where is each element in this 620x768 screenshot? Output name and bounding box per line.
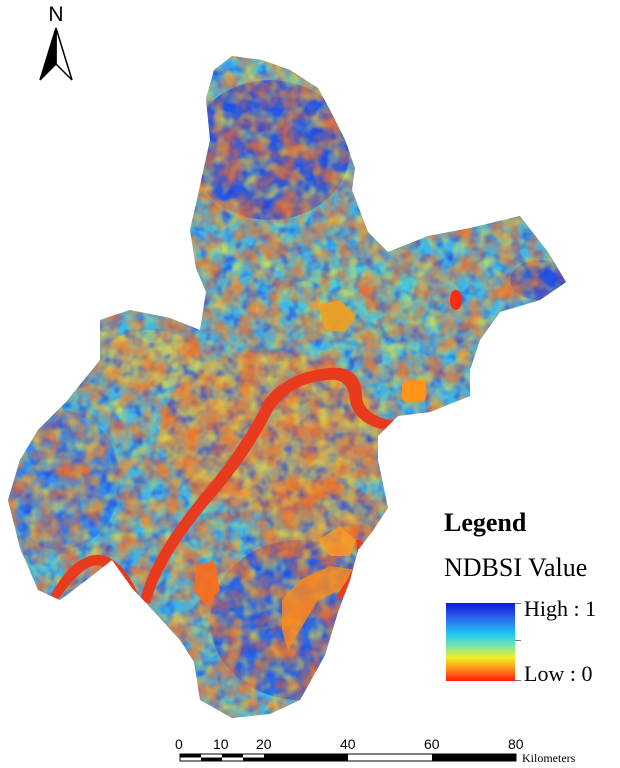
scale-label-10: 10 xyxy=(213,736,229,752)
scale-seg xyxy=(432,754,516,761)
scale-seg xyxy=(264,754,348,761)
scale-seg xyxy=(222,754,243,758)
legend-tick-high xyxy=(515,603,521,604)
scale-label-40: 40 xyxy=(340,736,356,752)
legend-high-label: High : 1 xyxy=(524,596,597,621)
legend-low-label: Low : 0 xyxy=(524,661,593,686)
north-arrow: N xyxy=(36,4,76,84)
legend-field-name: NDBSI Value xyxy=(444,553,588,582)
scale-seg xyxy=(180,754,201,758)
scale-label-20: 20 xyxy=(256,736,272,752)
legend-tick-low xyxy=(515,680,521,681)
scale-unit: Kilometers xyxy=(522,751,576,765)
legend-color-ramp xyxy=(446,603,515,681)
legend-tick-mid xyxy=(515,640,521,641)
scale-seg xyxy=(243,757,264,761)
scale-label-60: 60 xyxy=(424,736,440,752)
scale-label-80: 80 xyxy=(508,736,524,752)
north-arrow-icon xyxy=(39,27,73,81)
scale-seg xyxy=(201,757,222,761)
legend-title: Legend xyxy=(444,508,527,537)
scale-label-0: 0 xyxy=(175,736,183,752)
north-letter: N xyxy=(48,3,64,26)
